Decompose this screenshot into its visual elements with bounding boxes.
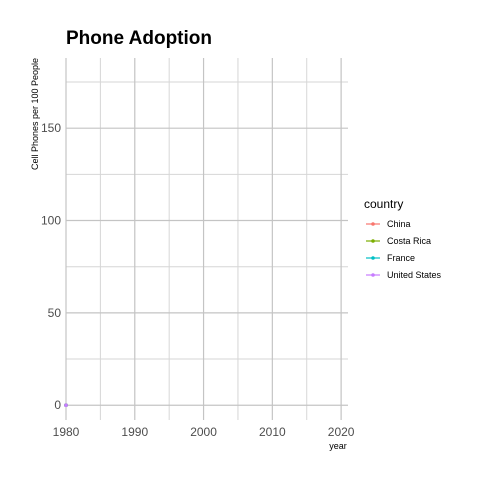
x-tick-label: 2000 <box>190 425 217 439</box>
x-axis-title: year <box>329 441 347 451</box>
grid-lines <box>65 58 348 420</box>
legend-key-point <box>371 222 375 226</box>
legend-label: United States <box>387 270 442 280</box>
x-tick-label: 2010 <box>259 425 286 439</box>
x-tick-label: 1990 <box>121 425 148 439</box>
legend: country China Costa Rica France United Stat… <box>364 197 442 280</box>
legend-title: country <box>364 197 403 211</box>
data-point <box>64 403 68 408</box>
chart-title: Phone Adoption <box>66 28 212 49</box>
series-layer <box>64 403 68 408</box>
x-tick-labels: 1980 1990 2000 2010 2020 <box>53 425 355 439</box>
legend-key-point <box>371 256 375 260</box>
x-tick-label: 1980 <box>53 425 80 439</box>
legend-label: China <box>387 219 411 229</box>
y-tick-labels: 0 50 100 150 <box>41 121 61 412</box>
y-tick-label: 100 <box>41 214 61 228</box>
y-tick-label: 0 <box>54 398 61 412</box>
y-axis-title: Cell Phones per 100 People <box>30 58 40 170</box>
legend-key-point <box>371 273 375 277</box>
legend-label: France <box>387 253 415 263</box>
y-tick-label: 50 <box>48 306 62 320</box>
x-tick-label: 2020 <box>328 425 355 439</box>
y-tick-label: 150 <box>41 121 61 135</box>
legend-label: Costa Rica <box>387 236 431 246</box>
legend-key-point <box>371 239 375 243</box>
